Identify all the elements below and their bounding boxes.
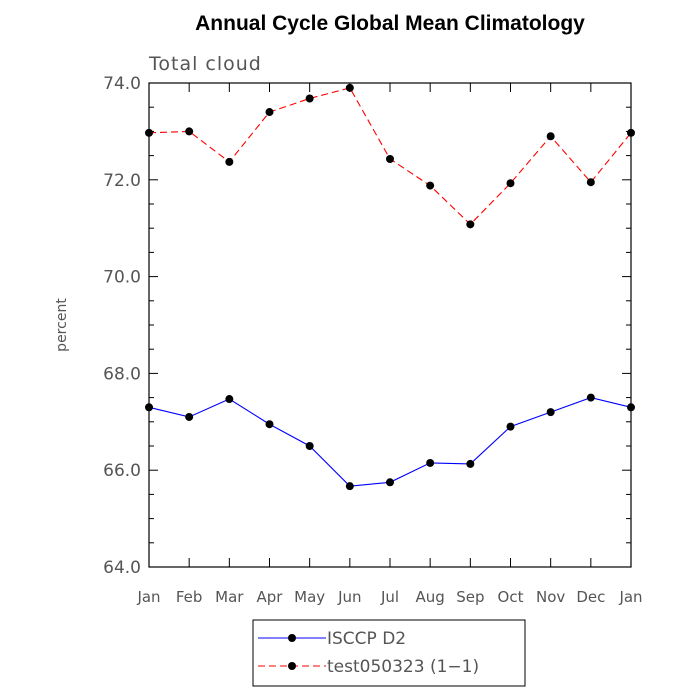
x-tick-label: Aug (416, 588, 445, 606)
x-tick-label: Jan (136, 588, 160, 606)
series-point (345, 482, 354, 491)
series-point (426, 458, 435, 467)
series-point (225, 157, 234, 166)
y-tick-label: 68.0 (103, 364, 141, 384)
series-point (426, 181, 435, 190)
series-point (185, 127, 194, 136)
series-point (506, 422, 515, 431)
y-tick-label: 66.0 (103, 461, 141, 481)
y-tick-label: 72.0 (103, 171, 141, 191)
x-tick-label: Oct (498, 588, 524, 606)
series-point (265, 108, 274, 117)
x-tick-label: Dec (576, 588, 605, 606)
series-point (185, 412, 194, 421)
series-point (145, 403, 153, 412)
series-point (225, 395, 234, 404)
y-tick-labels: 64.0 66.0 68.0 70.0 72.0 74.0 (103, 74, 141, 578)
series-point (586, 178, 595, 187)
legend-items: ISCCP D2 test050323 (1−1) (258, 629, 479, 677)
series-layer (145, 83, 635, 491)
y-tick-label: 74.0 (103, 74, 141, 94)
x-tick-label: Feb (176, 588, 203, 606)
x-tick-label: Jan (618, 588, 642, 606)
legend-swatch-marker (288, 634, 296, 642)
series-point (386, 478, 394, 487)
series-point (305, 442, 314, 450)
series-line (148, 397, 632, 487)
series-point (546, 132, 555, 141)
series-point (305, 94, 314, 103)
series-point (345, 83, 354, 92)
x-tick-label: Mar (215, 588, 244, 606)
x-tick-labels: Jan Feb Mar Apr May Jun Jul Aug Sep Oct Nov Dec Jan (136, 588, 642, 606)
x-tick-label: Apr (257, 588, 284, 606)
series-point (466, 459, 475, 468)
series-point (466, 220, 475, 229)
x-tick-label: May (294, 588, 325, 606)
series-point (627, 403, 635, 412)
x-tick-label: Sep (456, 588, 484, 606)
series-point (546, 408, 555, 417)
x-tick-label: Jul (380, 588, 399, 606)
chart-subtitle: Total cloud (148, 53, 262, 75)
legend: ISCCP D2 test050323 (1−1) (252, 619, 526, 687)
y-tick-label: 70.0 (103, 268, 141, 288)
legend-label: test050323 (1−1) (327, 657, 479, 677)
y-axis-label: percent (54, 298, 70, 352)
legend-label: ISCCP D2 (327, 629, 406, 649)
legend-box (252, 619, 526, 687)
series-point (145, 128, 153, 137)
y-tick-label: 64.0 (103, 558, 141, 578)
series-point (265, 420, 274, 429)
series-point (506, 179, 515, 188)
series-point (586, 393, 595, 402)
x-tick-label: Jun (337, 588, 361, 606)
legend-swatch-marker (288, 662, 296, 670)
series-point (627, 128, 635, 137)
x-tick-label: Nov (536, 588, 565, 606)
series-point (386, 154, 394, 163)
chart-title: Annual Cycle Global Mean Climatology (195, 12, 585, 35)
